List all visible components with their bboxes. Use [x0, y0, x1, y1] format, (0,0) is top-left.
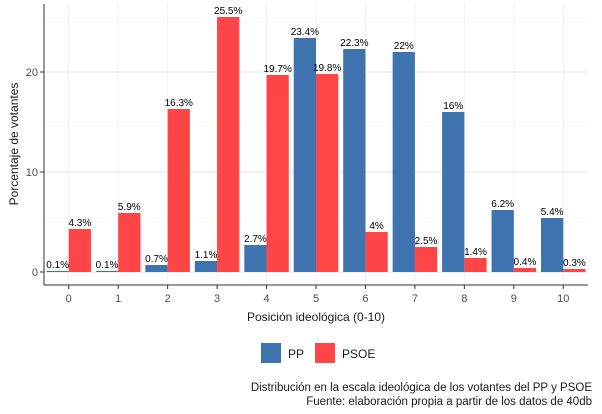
bar-label-pp-9: 6.2%: [491, 199, 514, 210]
bar-pp-6: [343, 49, 366, 272]
bar-label-pp-6: 22.3%: [340, 38, 368, 49]
bar-psoe-5: [316, 74, 339, 272]
bar-label-psoe-8: 1.4%: [464, 247, 487, 258]
bar-psoe-8: [464, 258, 487, 272]
bar-pp-0: [46, 271, 69, 272]
x-tick-label: 1: [115, 293, 121, 305]
y-axis-title: Porcentaje de votantes: [7, 83, 21, 206]
bar-psoe-3: [217, 17, 240, 272]
legend-key-pp: [261, 343, 281, 363]
bar-label-pp-3: 1.1%: [195, 250, 218, 261]
bar-pp-2: [145, 265, 168, 272]
bar-labels: 0.1% 0.1% 0.7% 1.1% 2.7% 23.4% 22.3% 22% 16% 6.2%…: [46, 6, 586, 271]
bar-pp-7: [392, 52, 415, 272]
bars: [46, 17, 586, 272]
legend-key-psoe: [315, 343, 335, 363]
legend-label-pp: PP: [288, 347, 304, 361]
x-tick-label: 5: [313, 293, 319, 305]
bar-label-psoe-6: 4%: [369, 221, 384, 232]
x-tick-label: 8: [461, 293, 467, 305]
bar-label-psoe-7: 2.5%: [415, 236, 438, 247]
y-tick-label: 20: [26, 67, 38, 79]
bar-label-pp-0: 0.1%: [46, 260, 69, 271]
bar-label-psoe-5: 19.8%: [313, 63, 341, 74]
bar-label-psoe-2: 16.3%: [165, 98, 193, 109]
bar-psoe-9: [513, 268, 537, 272]
legend-label-psoe: PSOE: [342, 347, 375, 361]
bar-label-pp-5: 23.4%: [291, 27, 319, 38]
y-tick-label: 0: [32, 267, 38, 279]
bar-label-psoe-3: 25.5%: [214, 6, 242, 17]
bar-psoe-4: [266, 75, 289, 272]
bar-pp-10: [541, 218, 564, 272]
bar-psoe-10: [563, 269, 586, 272]
bar-label-psoe-9: 0.4%: [514, 257, 537, 268]
x-tick-label: 0: [66, 293, 72, 305]
bar-pp-8: [442, 112, 465, 272]
bar-label-psoe-10: 0.3%: [563, 258, 586, 269]
bar-label-psoe-0: 4.3%: [68, 218, 91, 229]
bar-psoe-6: [365, 232, 388, 272]
caption-line-1: Distribución en la escala ideológica de …: [251, 382, 592, 394]
bar-psoe-7: [414, 247, 438, 272]
bar-pp-4: [244, 245, 267, 272]
x-tick-label: 7: [412, 293, 418, 305]
x-tick-label: 4: [263, 293, 269, 305]
bar-psoe-0: [68, 229, 91, 272]
bar-label-pp-7: 22%: [394, 41, 414, 52]
bar-label-psoe-1: 5.9%: [118, 202, 141, 213]
x-tick-label: 2: [165, 293, 171, 305]
bar-psoe-2: [167, 109, 190, 272]
bar-pp-5: [293, 38, 316, 272]
x-axis-title: Posición ideológica (0-10): [247, 310, 385, 324]
bar-label-pp-1: 0.1%: [96, 260, 119, 271]
bar-label-pp-2: 0.7%: [145, 254, 168, 265]
x-ticks: 0 1 2 3 4 5 6 7 8 9 10: [66, 285, 569, 305]
y-tick-label: 10: [26, 167, 38, 179]
bar-label-pp-4: 2.7%: [244, 234, 267, 245]
y-ticks: 0 10 20: [26, 67, 44, 279]
bar-psoe-1: [118, 213, 141, 272]
bar-pp-3: [194, 261, 218, 272]
x-tick-label: 10: [557, 293, 569, 305]
caption-line-2: Fuente: elaboración propia a partir de l…: [306, 396, 592, 408]
x-tick-label: 6: [362, 293, 368, 305]
bar-label-pp-8: 16%: [443, 101, 463, 112]
x-tick-label: 3: [214, 293, 220, 305]
bar-pp-9: [491, 210, 514, 272]
bar-label-pp-10: 5.4%: [541, 207, 564, 218]
x-tick-label: 9: [511, 293, 517, 305]
bar-pp-1: [95, 271, 119, 272]
legend: PP PSOE: [261, 343, 375, 363]
bar-label-psoe-4: 19.7%: [263, 64, 291, 75]
